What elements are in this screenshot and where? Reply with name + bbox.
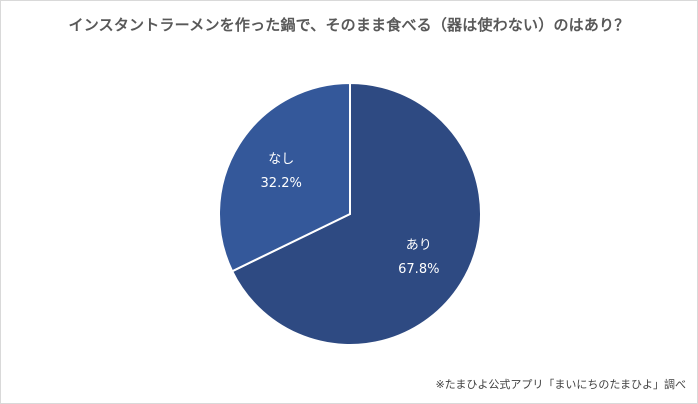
pie-labels: あり 67.8% なし 32.2% — [261, 152, 440, 277]
slice-value-nashi: 32.2% — [261, 176, 302, 191]
slice-value-ari: 67.8% — [398, 262, 439, 277]
pie-slice-1 — [218, 81, 351, 273]
chart-title: インスタントラーメンを作った鍋で、そのまま食べる（器は使わない）のはあり？ — [68, 16, 630, 34]
pie-slices — [218, 81, 482, 346]
slice-label-ari: あり — [406, 238, 432, 253]
pie-slice-0 — [230, 81, 482, 346]
slice-label-nashi: なし — [268, 152, 294, 167]
source-note: ※たまひよ公式アプリ「まいにちのたまひよ」調べ — [435, 378, 686, 391]
